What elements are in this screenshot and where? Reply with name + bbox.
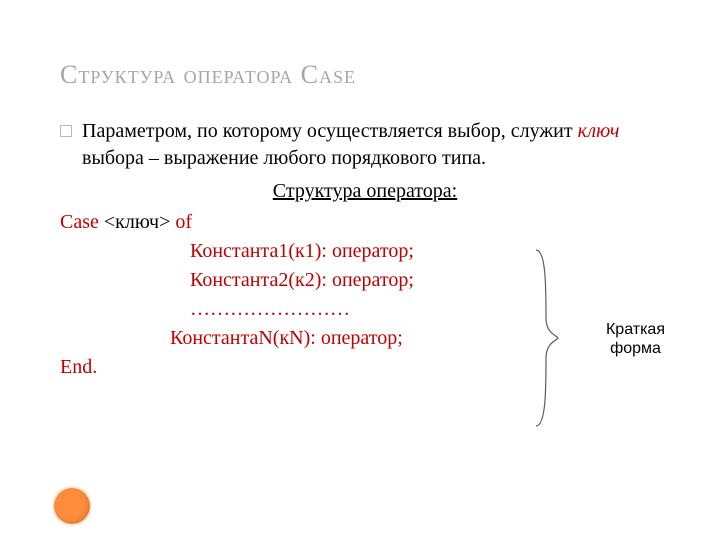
short-form-label: Краткая форма [606,320,665,358]
curly-brace-icon [530,248,560,428]
label-line-2: форма [610,340,661,357]
code-line-5: КонстантаN(кN): оператор; [60,325,670,352]
code-line-2: Константа1(к1): оператор; [60,238,670,265]
para-key-word: ключ [578,120,620,142]
slide-title: Структура оператора Case [60,60,670,90]
slide-body: Параметром, по которому осуществляется в… [60,118,670,381]
para-before: Параметром, по которому осуществляется в… [82,120,578,142]
para-after: выбора – выражение любого порядкового ти… [82,147,486,169]
case-key-placeholder: <ключ> [104,211,171,233]
code-line-1: Case <ключ> of [60,209,670,236]
label-line-1: Краткая [606,321,665,338]
slide: Структура оператора Case Параметром, по … [0,0,720,540]
code-line-4: …………………… [60,296,670,323]
bullet-marker-icon [60,125,72,137]
brace-path [536,250,558,426]
accent-circle-icon [54,488,90,524]
code-line-6: End. [60,354,670,381]
code-line-3: Константа2(к2): оператор; [60,267,670,294]
structure-subheader: Структура оператора: [60,178,670,205]
of-keyword: of [170,211,192,233]
bullet-row: Параметром, по которому осуществляется в… [60,118,670,172]
intro-paragraph: Параметром, по которому осуществляется в… [82,118,670,172]
case-keyword: Case [60,211,104,233]
